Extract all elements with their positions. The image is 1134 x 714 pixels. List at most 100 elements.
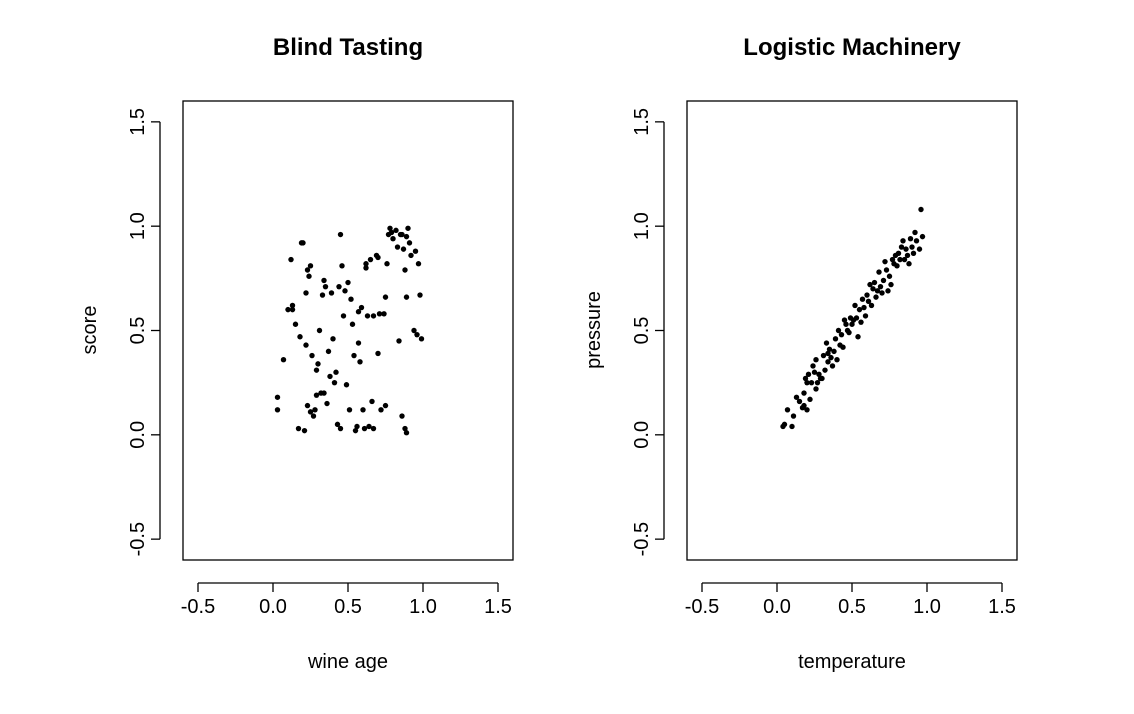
data-point xyxy=(804,407,810,413)
data-point xyxy=(370,313,377,319)
x-tick-label: -0.5 xyxy=(181,596,215,618)
data-point xyxy=(387,225,393,231)
data-point xyxy=(388,229,395,236)
data-point xyxy=(864,292,870,298)
data-point xyxy=(868,302,875,309)
data-point xyxy=(904,252,911,259)
data-point xyxy=(418,336,425,342)
x-tick-label: 0.0 xyxy=(259,596,287,618)
data-point xyxy=(355,340,362,346)
x-tick-label: 0.5 xyxy=(334,596,362,618)
y-tick-label: -0.5 xyxy=(127,522,149,556)
data-point xyxy=(382,402,389,409)
data-point xyxy=(406,240,413,246)
data-point xyxy=(829,363,836,369)
data-point xyxy=(351,352,357,359)
data-point xyxy=(855,334,861,340)
data-point xyxy=(856,306,863,313)
data-point xyxy=(384,261,390,267)
data-point xyxy=(408,252,414,259)
x-tick-label: 1.5 xyxy=(988,596,1016,618)
data-point xyxy=(367,256,374,263)
data-point xyxy=(835,327,842,334)
data-point xyxy=(319,292,326,298)
data-point xyxy=(411,327,417,334)
data-point xyxy=(802,375,809,382)
data-point xyxy=(913,238,920,244)
data-point xyxy=(403,294,410,300)
x-tick-label: 0.0 xyxy=(763,596,791,618)
data-point xyxy=(309,352,315,359)
data-point xyxy=(813,386,819,392)
data-points xyxy=(780,206,926,430)
data-point xyxy=(900,238,906,244)
data-point xyxy=(825,350,831,357)
data-point xyxy=(394,244,401,250)
data-point xyxy=(376,311,383,317)
data-point xyxy=(822,367,828,373)
data-point xyxy=(801,390,807,396)
data-point xyxy=(402,425,408,432)
data-point xyxy=(894,263,900,269)
y-tick-label: 0.5 xyxy=(127,317,149,345)
data-point xyxy=(909,244,915,250)
data-point xyxy=(342,288,348,294)
data-point xyxy=(333,369,339,375)
data-point xyxy=(312,407,318,413)
data-point xyxy=(804,379,810,386)
data-point xyxy=(399,231,405,238)
data-point xyxy=(897,256,903,263)
data-point xyxy=(325,348,332,355)
data-point xyxy=(303,290,309,296)
data-point xyxy=(304,267,311,273)
y-axis-label: score xyxy=(79,306,101,355)
x-axis-label: wine age xyxy=(307,651,388,673)
data-point xyxy=(297,334,303,340)
data-point xyxy=(399,413,405,419)
data-point xyxy=(316,327,323,334)
data-point xyxy=(328,290,335,296)
data-point xyxy=(313,392,320,398)
data-point xyxy=(820,352,827,359)
data-point xyxy=(280,357,287,363)
data-point xyxy=(363,261,369,267)
data-point xyxy=(289,302,296,309)
y-tick-label: 1.0 xyxy=(631,212,653,240)
data-point xyxy=(366,423,372,430)
data-point xyxy=(895,250,902,257)
data-point xyxy=(901,256,908,263)
data-point xyxy=(898,244,905,250)
data-point xyxy=(322,283,329,290)
data-points xyxy=(274,225,425,436)
data-point xyxy=(330,336,336,342)
data-point xyxy=(814,379,821,386)
data-point xyxy=(357,359,363,365)
data-point xyxy=(310,413,317,419)
data-point xyxy=(405,225,411,231)
data-point xyxy=(339,263,345,269)
y-tick-label: -0.5 xyxy=(631,522,653,556)
data-point xyxy=(841,317,848,323)
data-point xyxy=(402,267,408,273)
data-point xyxy=(865,298,872,304)
data-point xyxy=(346,407,353,413)
y-axis: -0.5 0.0 0.5 1.0 1.5 xyxy=(127,108,161,556)
data-point xyxy=(289,306,296,313)
logistic-machinery-panel: Logistic Machinery temperature pressure … xyxy=(583,34,1018,673)
data-point xyxy=(826,346,833,352)
data-point xyxy=(324,400,330,407)
data-point xyxy=(403,233,410,240)
data-point xyxy=(414,331,420,338)
data-point xyxy=(331,379,338,386)
y-axis: -0.5 0.0 0.5 1.0 1.5 xyxy=(631,108,665,556)
data-point xyxy=(882,258,888,265)
data-point xyxy=(307,263,314,269)
x-tick-label: 1.0 xyxy=(409,596,437,618)
data-point xyxy=(880,277,887,284)
data-point xyxy=(327,373,333,380)
data-point xyxy=(796,398,803,405)
x-axis-label: temperature xyxy=(798,651,906,673)
x-axis: -0.5 0.0 0.5 1.0 1.5 xyxy=(181,582,512,618)
data-point xyxy=(879,290,885,296)
data-point xyxy=(859,296,866,302)
